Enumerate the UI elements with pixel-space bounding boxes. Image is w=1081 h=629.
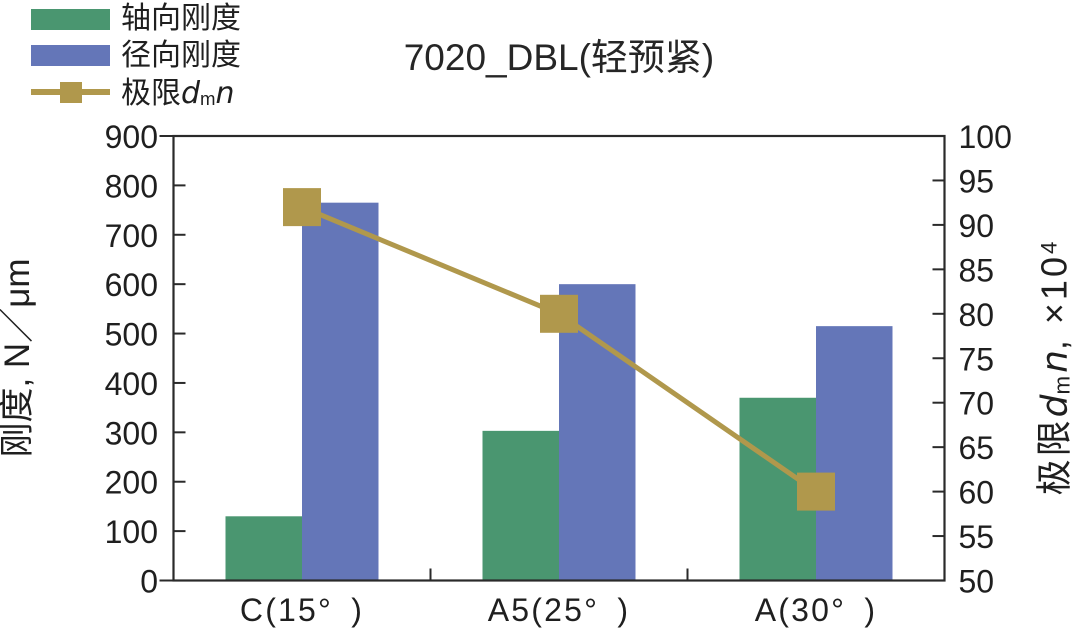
legend-sub-m: m — [200, 87, 216, 109]
left-tick-label-0: 0 — [140, 564, 158, 600]
left-tick-label-700: 700 — [105, 218, 158, 254]
legend-label-axial: 轴向刚度 — [121, 2, 241, 35]
limit-marker-1 — [540, 294, 578, 333]
left-tick-label-200: 200 — [105, 465, 158, 501]
right-axis-sub-m: m — [1049, 372, 1075, 395]
legend: 轴向刚度 径向刚度 极限dmn — [31, 4, 241, 114]
bar-axial-0 — [225, 516, 302, 581]
limit-line-group — [283, 188, 835, 511]
right-tick-label-95: 95 — [959, 163, 995, 199]
category-label-1: A5(25° ) — [488, 592, 630, 628]
axial-stiffness-swatch — [31, 8, 110, 30]
limit-dmn-swatch — [31, 81, 110, 103]
bars-group — [225, 202, 893, 581]
right-axis-title: 极限dmn, ×104 — [1034, 238, 1077, 496]
limit-dmn-marker-sample — [59, 81, 82, 103]
axes-group: 0 100 200 300 400 500 600 700 800 900 50 55 60 65 70 75… — [105, 119, 1012, 628]
legend-var-n: n — [215, 75, 235, 111]
legend-item-radial-stiffness: 径向刚度 — [31, 38, 241, 72]
legend-var-d: d — [181, 75, 201, 111]
right-tick-label-75: 75 — [959, 341, 995, 377]
right-tick-label-70: 70 — [959, 386, 995, 422]
right-tick-label-60: 60 — [959, 475, 995, 511]
legend-item-axial-stiffness: 轴向刚度 — [31, 4, 241, 34]
bar-radial-1 — [559, 284, 636, 581]
bar-axial-1 — [482, 430, 559, 581]
category-label-2: A(30° ) — [755, 592, 877, 628]
right-tick-label-80: 80 — [959, 297, 995, 333]
left-tick-label-800: 800 — [105, 168, 158, 204]
radial-stiffness-swatch — [31, 45, 110, 66]
left-tick-label-300: 300 — [105, 415, 158, 451]
left-tick-label-100: 100 — [105, 514, 158, 550]
right-tick-label-50: 50 — [959, 564, 995, 600]
left-tick-label-900: 900 — [105, 119, 158, 155]
limit-marker-0 — [283, 188, 321, 227]
bar-radial-2 — [816, 326, 893, 581]
left-tick-label-600: 600 — [105, 267, 158, 303]
right-tick-label-65: 65 — [959, 430, 995, 466]
right-tick-label-100: 100 — [959, 119, 1012, 155]
right-tick-label-55: 55 — [959, 519, 995, 555]
left-axis-title: 刚度, N／μm — [0, 258, 37, 458]
left-tick-label-500: 500 — [105, 317, 158, 353]
legend-label-radial: 径向刚度 — [121, 38, 241, 72]
legend-item-limit-dmn: 极限dmn — [31, 77, 241, 109]
category-label-0: C(15° ) — [240, 592, 364, 628]
right-tick-label-85: 85 — [959, 252, 995, 288]
right-axis-var-d: d — [1034, 394, 1076, 418]
chart-title: 7020_DBL(轻预紧) — [403, 37, 715, 78]
legend-limit-prefix: 极限 — [121, 76, 181, 110]
legend-label-limit-dmn: 极限dmn — [121, 75, 235, 112]
bar-radial-0 — [302, 202, 379, 581]
right-axis-suffix: , ×10 — [1033, 254, 1075, 351]
left-tick-label-400: 400 — [105, 366, 158, 402]
right-axis-prefix: 极限 — [1033, 417, 1075, 496]
right-axis-var-n: n — [1034, 350, 1076, 373]
limit-marker-2 — [797, 472, 835, 511]
right-axis-sup-4: 4 — [1036, 238, 1062, 255]
right-tick-label-90: 90 — [959, 208, 995, 244]
